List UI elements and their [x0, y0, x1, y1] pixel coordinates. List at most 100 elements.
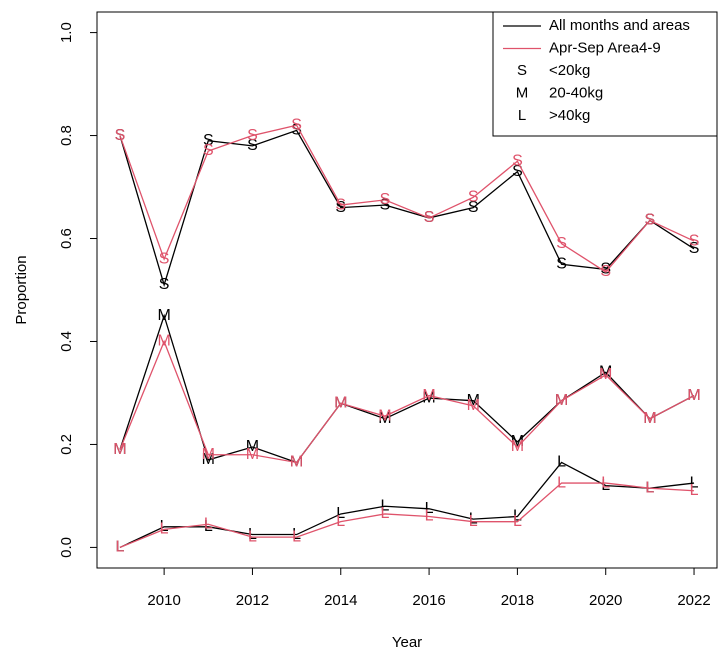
- series-line: [119, 482, 695, 549]
- point-symbol: L: [513, 513, 522, 530]
- point-symbol: L: [248, 528, 257, 545]
- point-symbol: M: [687, 387, 700, 404]
- point-symbol: S: [689, 240, 700, 257]
- point-symbol: M: [643, 410, 656, 427]
- y-tick-label: 0.6: [58, 228, 75, 249]
- point-symbol: L: [469, 513, 478, 530]
- point-symbol: S: [689, 232, 700, 249]
- point-symbol: S: [159, 250, 170, 267]
- point-symbol: S: [115, 127, 126, 144]
- point-symbol: M: [511, 433, 524, 450]
- point-symbol: S: [512, 153, 523, 170]
- point-symbol: S: [600, 263, 611, 280]
- point-symbol: M: [687, 387, 700, 404]
- point-symbol: L: [690, 482, 699, 499]
- x-axis-label: Year: [392, 634, 422, 651]
- legend-label: All months and areas: [549, 17, 690, 34]
- legend-label: >40kg: [549, 107, 590, 124]
- point-symbol: L: [336, 513, 345, 530]
- point-symbol: S: [247, 137, 258, 154]
- point-symbol: S: [159, 276, 170, 293]
- point-symbol: L: [557, 474, 566, 491]
- series-line: [119, 313, 695, 464]
- y-axis-label: Proportion: [13, 255, 30, 324]
- point-symbol: M: [422, 389, 435, 406]
- point-symbol: L: [380, 497, 389, 514]
- legend-symbol: S: [517, 62, 527, 79]
- y-tick-label: 0.4: [58, 331, 75, 352]
- plot-frame: [96, 11, 718, 569]
- point-symbol: L: [645, 479, 654, 496]
- point-symbol: S: [291, 116, 302, 133]
- series-line: [119, 129, 695, 288]
- x-tick-label: 2022: [677, 592, 710, 609]
- y-tick-label: 0.0: [58, 537, 75, 558]
- series-line: [119, 339, 695, 464]
- point-symbol: M: [599, 366, 612, 383]
- point-symbol: S: [556, 255, 567, 272]
- point-symbol: M: [334, 394, 347, 411]
- point-symbol: L: [160, 521, 169, 538]
- point-symbol: L: [292, 526, 301, 543]
- point-symbol: L: [380, 505, 389, 522]
- y-tick-label: 0.8: [58, 125, 75, 146]
- point-symbol: M: [157, 307, 170, 324]
- x-tick-label: 2010: [147, 592, 180, 609]
- point-symbol: L: [292, 528, 301, 545]
- point-symbol: S: [203, 142, 214, 159]
- point-symbol: S: [468, 189, 479, 206]
- point-symbol: M: [246, 438, 259, 455]
- point-symbol: L: [601, 477, 610, 494]
- legend-symbol: M: [516, 84, 529, 101]
- point-symbol: S: [335, 196, 346, 213]
- point-symbol: L: [116, 539, 125, 556]
- series-line: [119, 461, 695, 548]
- point-symbol: L: [601, 474, 610, 491]
- point-symbol: S: [380, 191, 391, 208]
- point-symbol: S: [468, 199, 479, 216]
- point-symbol: S: [380, 196, 391, 213]
- legend-label: 20-40kg: [549, 84, 603, 101]
- x-tick-label: 2016: [412, 592, 445, 609]
- point-symbol: M: [202, 446, 215, 463]
- x-tick-label: 2014: [324, 592, 357, 609]
- point-symbol: M: [467, 397, 480, 414]
- point-symbol: S: [556, 235, 567, 252]
- point-symbol: S: [247, 127, 258, 144]
- point-symbol: L: [513, 508, 522, 525]
- x-tick-label: 2018: [501, 592, 534, 609]
- point-symbol: L: [690, 474, 699, 491]
- point-symbol: L: [425, 500, 434, 517]
- point-symbol: M: [555, 392, 568, 409]
- legend-label: <20kg: [549, 62, 590, 79]
- legend-box: [492, 11, 718, 137]
- point-symbol: S: [291, 122, 302, 139]
- point-symbol: M: [378, 407, 391, 424]
- point-symbol: S: [424, 209, 435, 226]
- point-symbol: L: [248, 526, 257, 543]
- point-symbol: S: [600, 261, 611, 278]
- point-symbol: L: [557, 454, 566, 471]
- x-tick-label: 2012: [236, 592, 269, 609]
- point-symbol: L: [469, 510, 478, 527]
- point-symbol: L: [204, 518, 213, 535]
- point-symbol: S: [645, 212, 656, 229]
- point-symbol: M: [422, 387, 435, 404]
- point-symbol: S: [115, 127, 126, 144]
- point-symbol: S: [335, 199, 346, 216]
- point-symbol: S: [512, 163, 523, 180]
- point-symbol: L: [336, 505, 345, 522]
- point-symbol: M: [511, 438, 524, 455]
- y-tick-label: 1.0: [58, 22, 75, 43]
- point-symbol: M: [246, 446, 259, 463]
- point-symbol: M: [290, 454, 303, 471]
- series-line: [119, 124, 695, 273]
- point-symbol: L: [160, 518, 169, 535]
- point-symbol: L: [204, 515, 213, 532]
- legend-symbol: L: [518, 107, 526, 124]
- point-symbol: M: [113, 441, 126, 458]
- point-symbol: S: [203, 132, 214, 149]
- point-symbol: L: [425, 508, 434, 525]
- legend-label: Apr-Sep Area4-9: [549, 39, 661, 56]
